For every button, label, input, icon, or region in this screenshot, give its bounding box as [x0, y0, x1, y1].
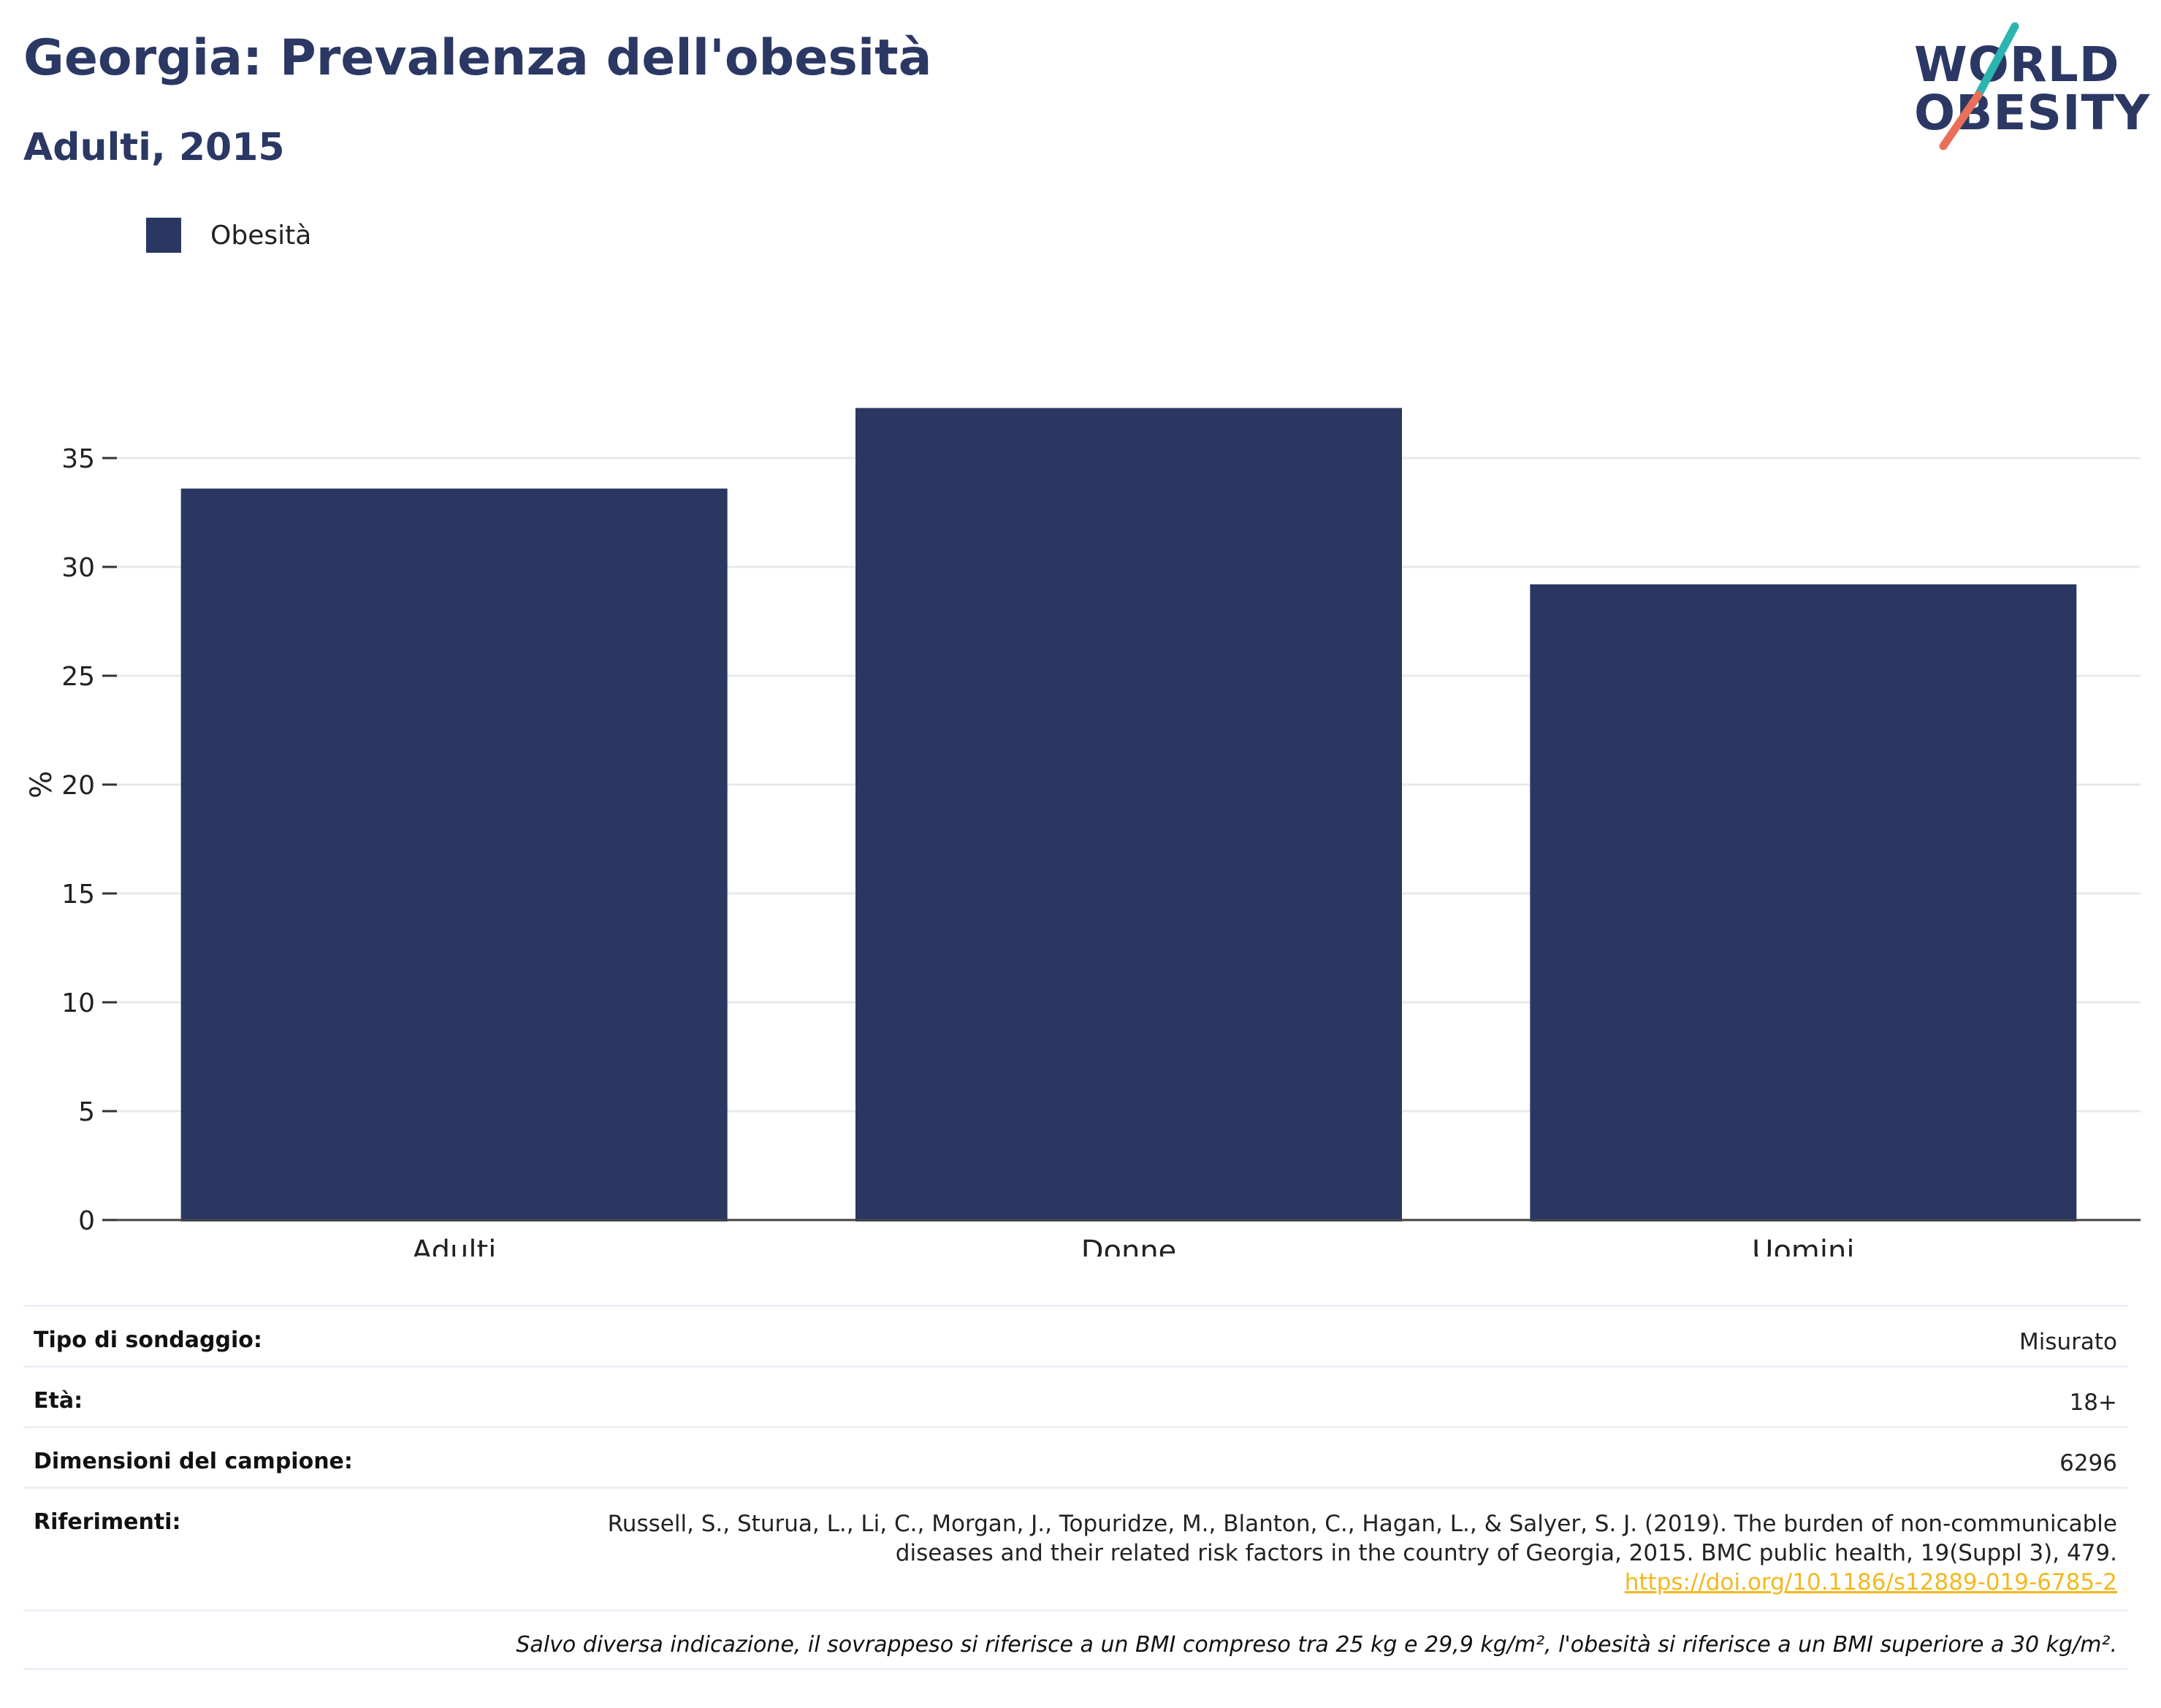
bar-donne [855, 408, 1402, 1222]
info-row-survey-type: Tipo di sondaggio: Misurato [23, 1305, 2127, 1365]
reference-line-1: Russell, S., Sturua, L., Li, C., Morgan,… [607, 1511, 2117, 1537]
bar-uomini [1530, 584, 2077, 1221]
y-tick-label: 35 [61, 444, 95, 474]
y-tick-label: 25 [61, 662, 95, 692]
info-row-sample-size: Dimensioni del campione: 6296 [23, 1426, 2127, 1487]
x-axis-labels: Adulti Donne Uomini [412, 1235, 1854, 1257]
page-title: Georgia: Prevalenza dell'obesità [23, 29, 932, 87]
info-row-age: Età: 18+ [23, 1365, 2127, 1426]
y-tick-label: 15 [61, 880, 95, 910]
logo-text-world: WORLD [1914, 37, 2120, 93]
reference-text: Russell, S., Sturua, L., Li, C., Morgan,… [608, 1509, 2117, 1597]
bars [180, 408, 2077, 1222]
y-tick-label: 5 [78, 1097, 95, 1127]
info-key: Tipo di sondaggio: [34, 1327, 262, 1353]
page-subtitle: Adulti, 2015 [23, 126, 285, 169]
x-tick-label: Donne [1081, 1235, 1177, 1257]
x-tick-label: Uomini [1752, 1235, 1854, 1257]
logo-slash-icon [1939, 22, 2019, 150]
x-tick-label: Adulti [412, 1235, 496, 1257]
info-key: Riferimenti: [34, 1509, 181, 1535]
y-tick-label: 10 [61, 988, 95, 1018]
info-value: Misurato [2019, 1329, 2117, 1355]
y-axis-ticks: 0 5 10 15 20 25 30 35 [61, 444, 117, 1236]
legend-swatch [146, 218, 181, 253]
info-key: Età: [34, 1388, 83, 1414]
bar-chart: 0 5 10 15 20 25 30 35 Adulti Donne Uomini % [25, 408, 2141, 1257]
bar-adulti [180, 488, 728, 1221]
world-obesity-logo: WORLD OBESITY [1899, 22, 2149, 161]
reference-doi-link[interactable]: https://doi.org/10.1186/s12889-019-6785-… [1624, 1569, 2117, 1595]
footnote: Salvo diversa indicazione, il sovrappeso… [516, 1632, 2117, 1658]
footnote-row: Salvo diversa indicazione, il sovrappeso… [23, 1609, 2127, 1670]
y-axis-label: % [25, 771, 58, 798]
y-tick-label: 0 [78, 1206, 95, 1236]
reference-line-2: diseases and their related risk factors … [895, 1540, 2117, 1566]
info-row-references: Riferimenti: Russell, S., Sturua, L., Li… [23, 1487, 2127, 1609]
chart-legend: Obesità [146, 218, 311, 253]
info-value: 18+ [2069, 1389, 2117, 1416]
info-value: 6296 [2059, 1450, 2117, 1476]
legend-label: Obesità [210, 220, 312, 251]
info-table: Tipo di sondaggio: Misurato Età: 18+ Dim… [23, 1305, 2127, 1670]
info-key: Dimensioni del campione: [34, 1449, 353, 1474]
y-tick-label: 20 [61, 771, 95, 801]
y-tick-label: 30 [61, 553, 95, 583]
